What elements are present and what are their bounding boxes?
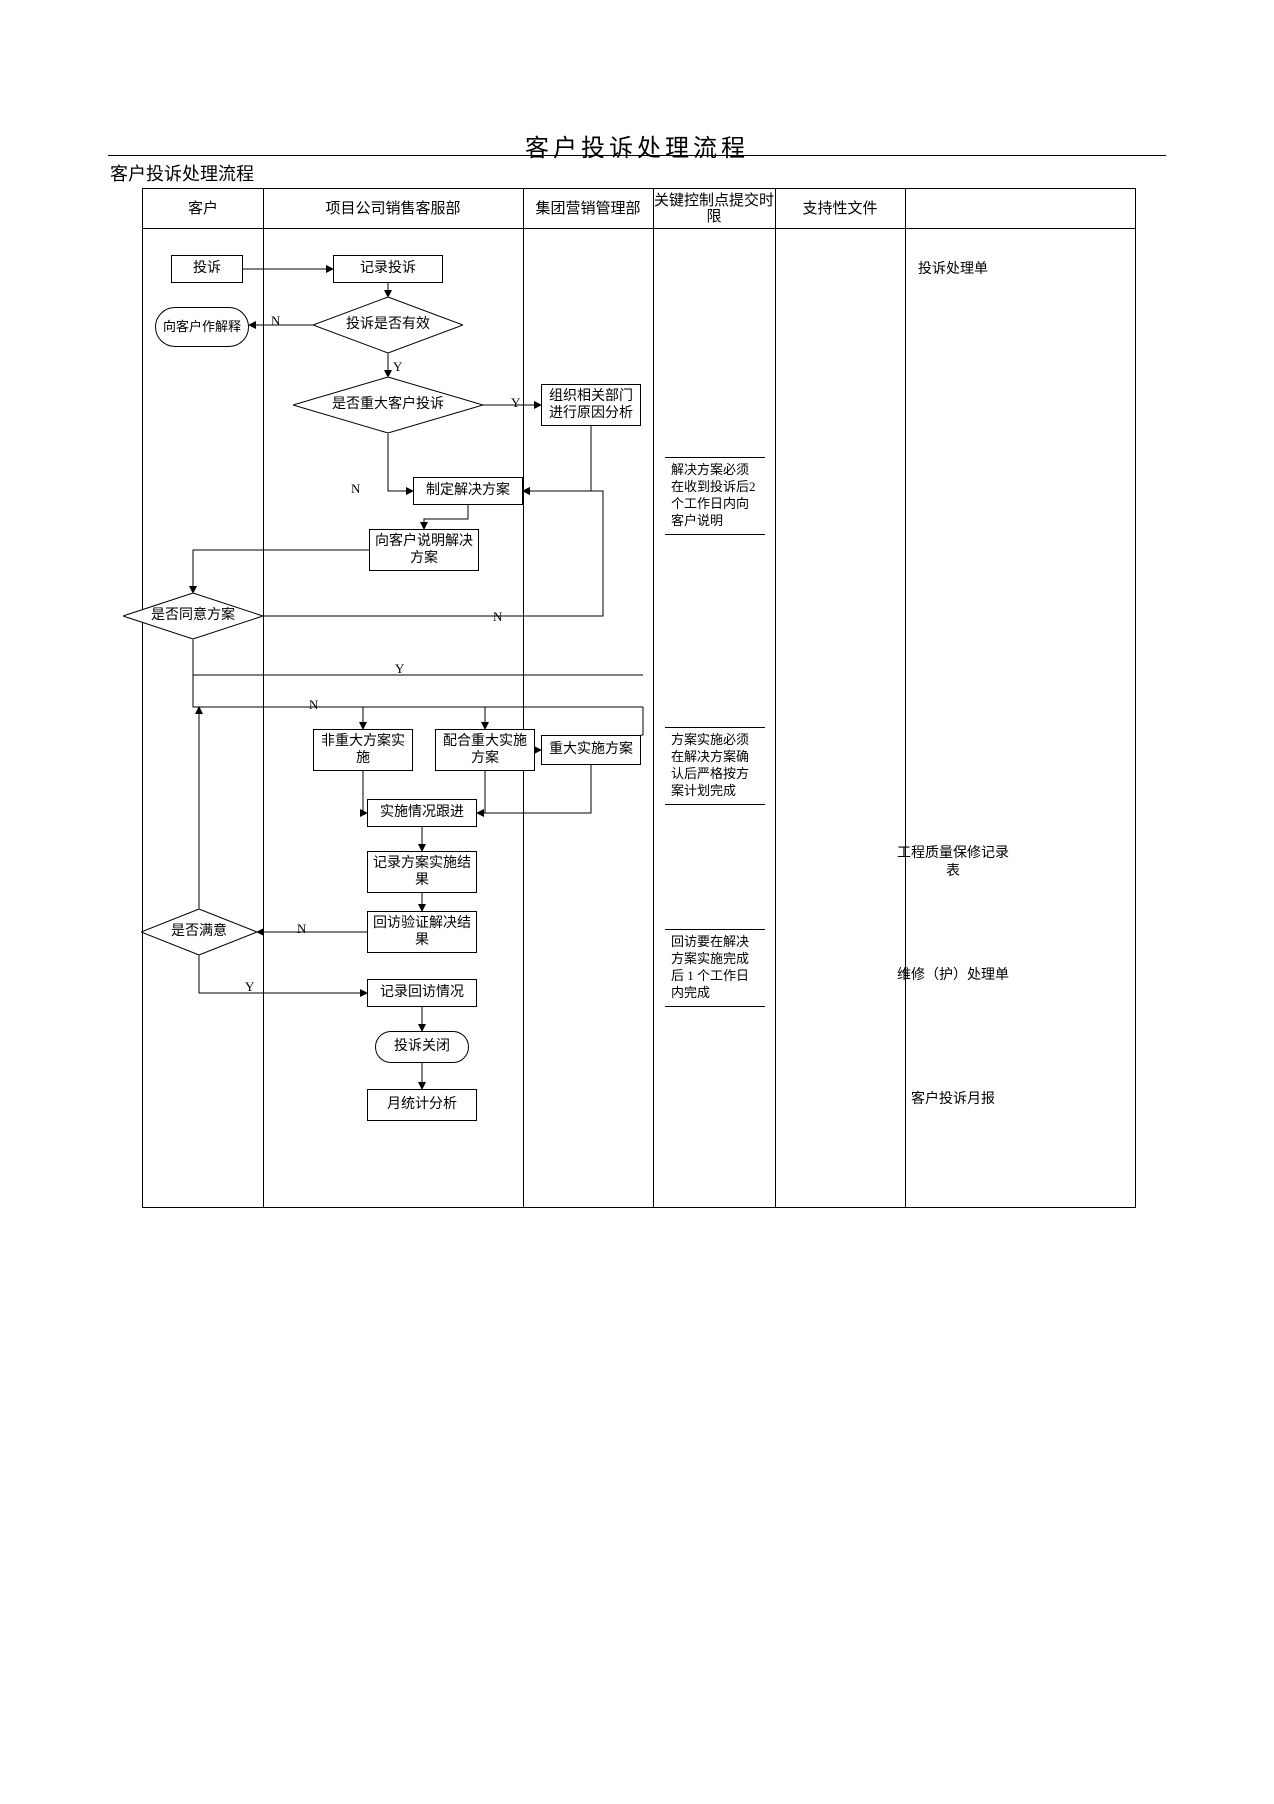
page-title: 客户投诉处理流程 <box>0 128 1274 163</box>
node-close: 投诉关闭 <box>375 1031 469 1063</box>
node-major: 是否重大客户投诉 <box>293 377 483 433</box>
node-record-revisit: 记录回访情况 <box>367 979 477 1007</box>
col-line <box>523 189 524 1207</box>
col-line <box>653 189 654 1207</box>
doc-1: 投诉处理单 <box>903 261 1003 279</box>
node-agree-plan: 是否同意方案 <box>123 593 263 639</box>
note-deadline-2: 方案实施必须在解决方案确认后严格按方案计划完成 <box>665 727 765 805</box>
edge-label-sat-n: N <box>297 921 306 937</box>
col-header-customer: 客户 <box>143 189 263 229</box>
note-deadline-1: 解决方案必须在收到投诉后2个工作日内向客户说明 <box>665 457 765 535</box>
node-satisfied-label: 是否满意 <box>141 909 257 955</box>
title-rule <box>108 155 1166 156</box>
node-coop-impl: 配合重大实施方案 <box>435 729 535 771</box>
node-non-major-impl: 非重大方案实施 <box>313 729 413 771</box>
node-valid-label: 投诉是否有效 <box>313 297 463 353</box>
node-org-analyze: 组织相关部门进行原因分析 <box>541 384 641 426</box>
col-line <box>905 189 906 1207</box>
col-header-sales: 项目公司销售客服部 <box>263 189 523 229</box>
node-satisfied: 是否满意 <box>141 909 257 955</box>
edge-label-impl-n: N <box>309 697 318 713</box>
node-major-label: 是否重大客户投诉 <box>293 377 483 433</box>
node-track: 实施情况跟进 <box>367 799 477 827</box>
col-line <box>263 189 264 1207</box>
node-record-result: 记录方案实施结果 <box>367 851 477 893</box>
doc-4: 客户投诉月报 <box>903 1091 1003 1109</box>
flowchart-frame: 客户 项目公司销售客服部 集团营销管理部 关键控制点提交时限 支持性文件 <box>142 188 1136 1208</box>
node-complain: 投诉 <box>171 255 243 283</box>
edge-label-major-y: Y <box>511 395 520 411</box>
node-major-impl: 重大实施方案 <box>541 735 641 765</box>
edge-label-agree-y: Y <box>395 661 404 677</box>
edge-label-valid-n: N <box>271 313 280 329</box>
edge-label-major-n: N <box>351 481 360 497</box>
node-tell-plan: 向客户说明解决方案 <box>369 529 479 571</box>
node-explain: 向客户作解释 <box>155 307 249 347</box>
edge-label-agree-n: N <box>493 609 502 625</box>
flowchart-edges <box>143 189 1137 1209</box>
col-header-deadline: 关键控制点提交时限 <box>653 189 775 229</box>
col-header-docs: 支持性文件 <box>775 189 905 229</box>
doc-2: 工程质量保修记录表 <box>895 845 1011 881</box>
node-valid: 投诉是否有效 <box>313 297 463 353</box>
node-monthly: 月统计分析 <box>367 1089 477 1121</box>
col-line <box>775 189 776 1207</box>
edge-label-valid-y: Y <box>393 359 402 375</box>
node-record: 记录投诉 <box>333 255 443 283</box>
node-agree-plan-label: 是否同意方案 <box>123 593 263 639</box>
node-revisit: 回访验证解决结果 <box>367 911 477 953</box>
note-deadline-3: 回访要在解决方案实施完成后 1 个工作日内完成 <box>665 929 765 1007</box>
col-header-group: 集团营销管理部 <box>523 189 653 229</box>
subtitle: 客户投诉处理流程 <box>110 160 254 186</box>
edge-label-sat-y: Y <box>245 979 254 995</box>
doc-3: 维修（护）处理单 <box>895 967 1011 985</box>
node-make-plan: 制定解决方案 <box>413 477 523 505</box>
